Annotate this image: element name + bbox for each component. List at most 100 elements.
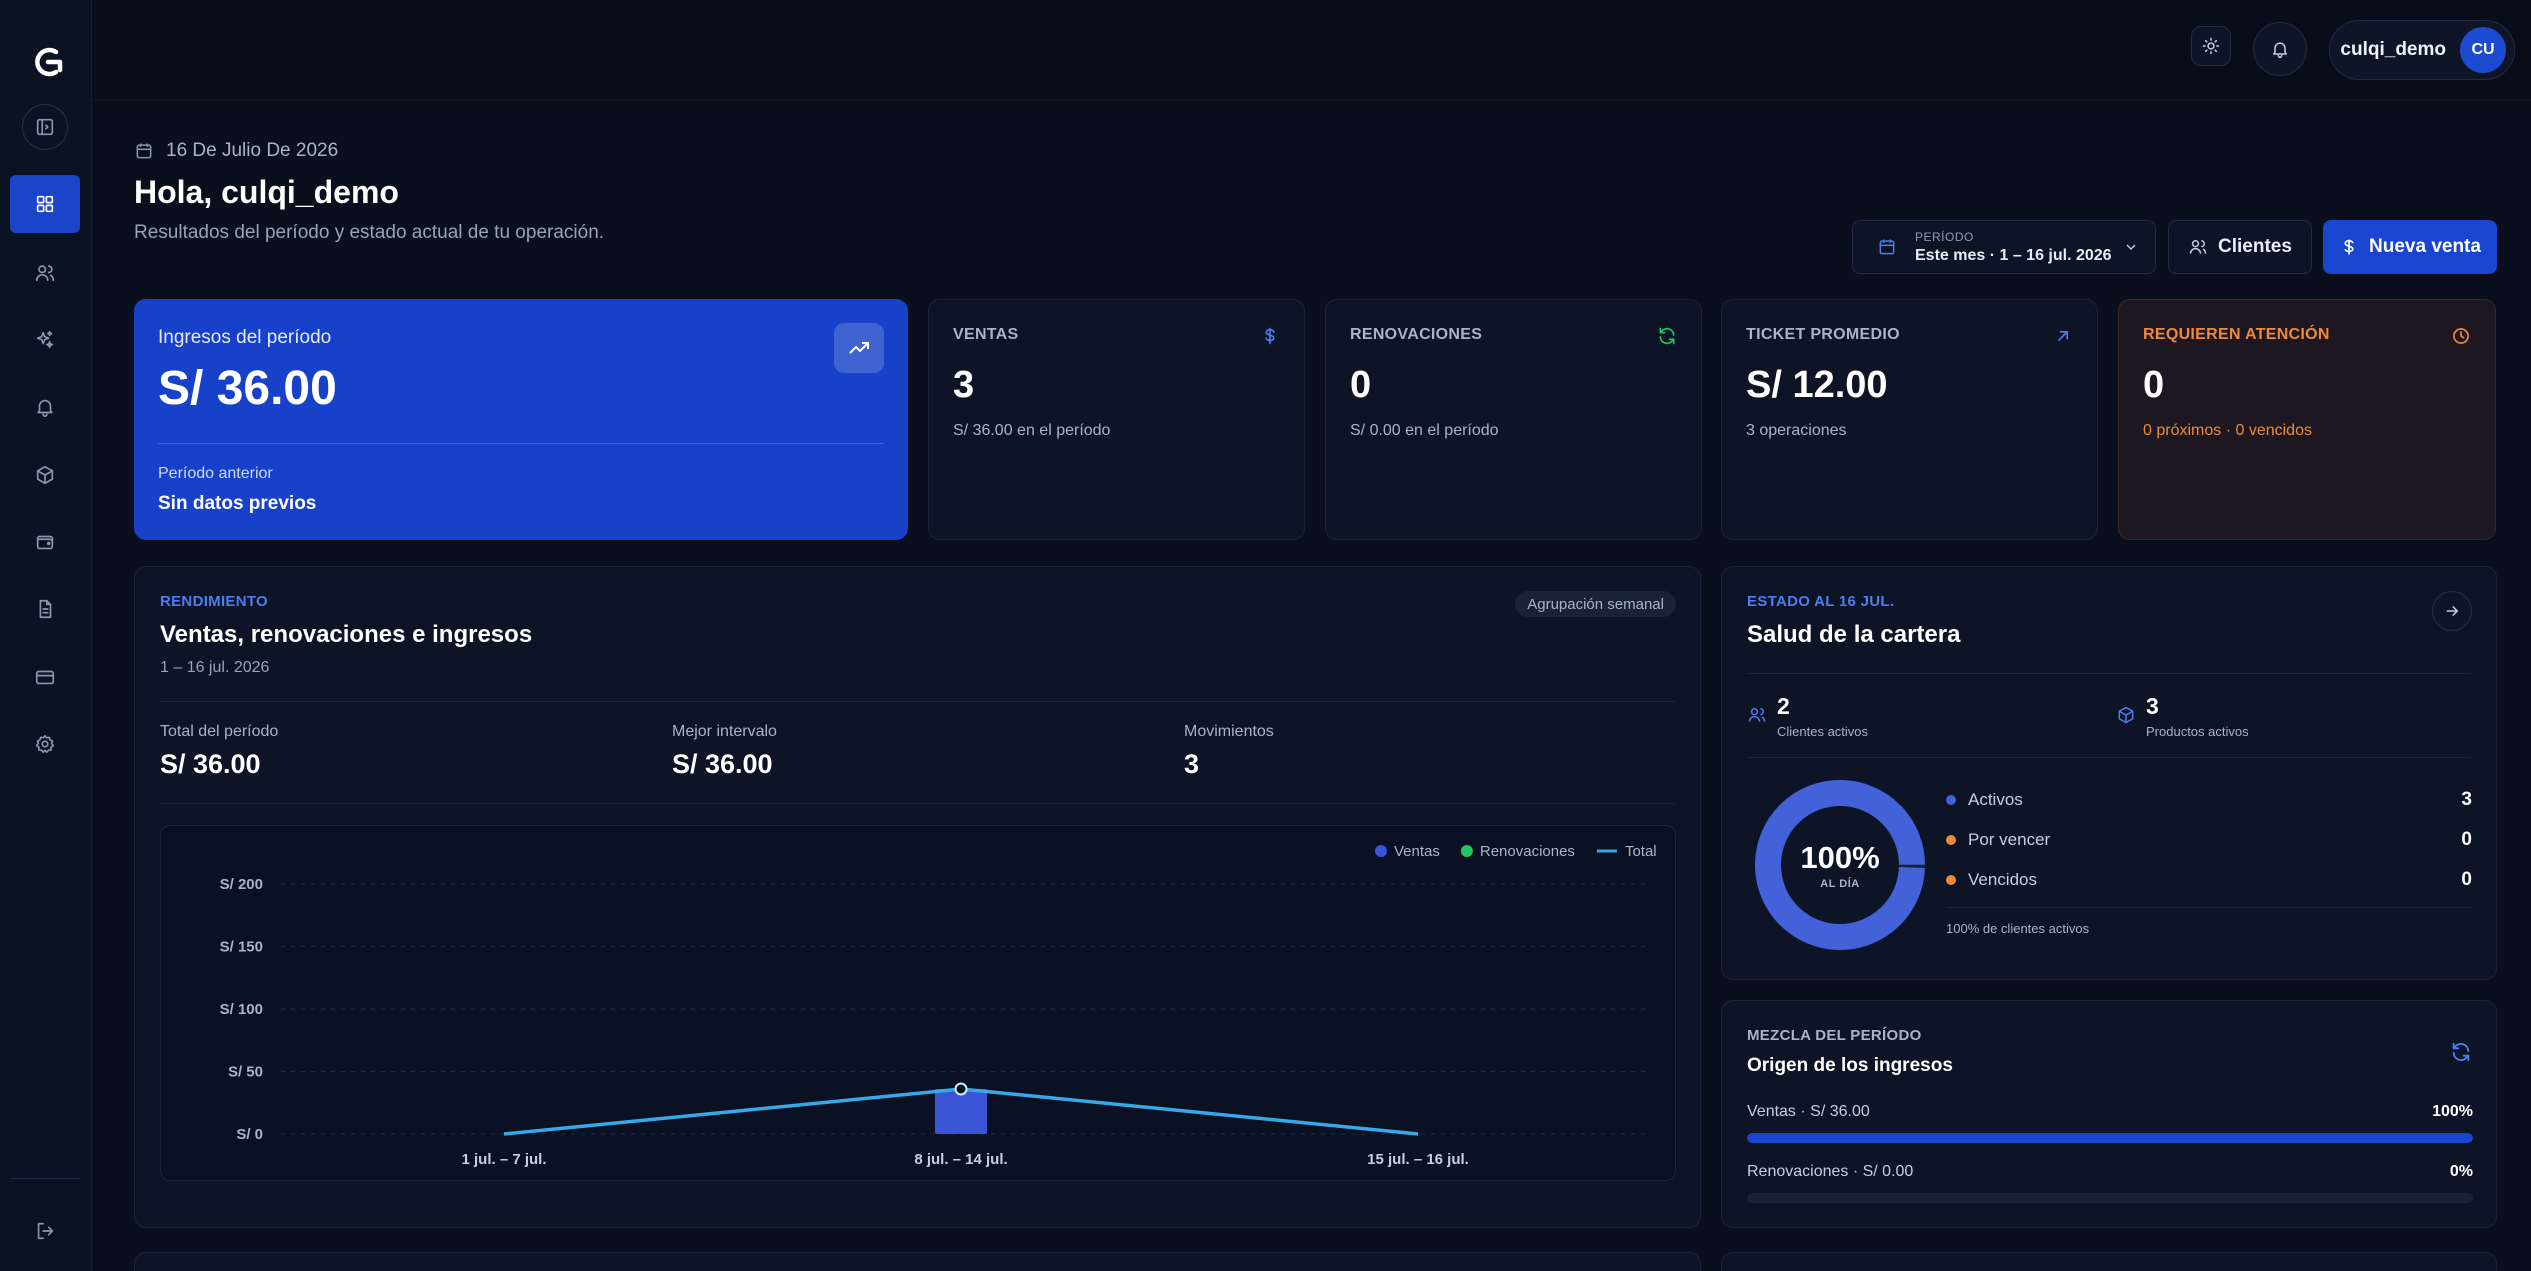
avatar: CU (2460, 27, 2506, 73)
line-point (954, 1082, 968, 1096)
x-tick-label: 15 jul. – 16 jul. (1367, 1151, 1469, 1168)
active-products-value: 3 (2146, 693, 2159, 719)
stat-value: S/ 36.00 (672, 749, 773, 779)
sidebar-item-documents[interactable] (10, 580, 80, 638)
kpi-subtext: 3 operaciones (1746, 422, 1847, 439)
sidebar-item-automation[interactable] (10, 311, 80, 369)
clients-button[interactable]: Clientes (2168, 220, 2312, 274)
users-icon (1748, 708, 1766, 722)
trending-up-icon (849, 342, 869, 354)
stat-label: Mejor intervalo (672, 723, 777, 740)
performance-title: Ventas, renovaciones e ingresos (160, 621, 533, 648)
document-icon (39, 599, 52, 619)
sidebar-item-wallet[interactable] (10, 513, 80, 571)
dollar-icon (2344, 239, 2354, 255)
mix-progress-track (1747, 1133, 2473, 1143)
kpi-revenue-card: Ingresos del período S/ 36.00 Período an… (134, 299, 908, 540)
user-menu[interactable]: culqi_demo CU (2329, 20, 2515, 80)
health-title: Salud de la cartera (1747, 621, 1961, 648)
legend-label: Activos (1968, 790, 2023, 809)
sidebar-item-products[interactable] (10, 446, 80, 504)
notifications-button[interactable] (2253, 22, 2307, 76)
legend-swatch (1375, 845, 1387, 857)
health-note: 100% de clientes activos (1946, 921, 2090, 936)
logout-button[interactable] (24, 1210, 66, 1252)
user-name: culqi_demo (2340, 39, 2446, 60)
legend-label: Renovaciones (1480, 843, 1575, 860)
period-selector[interactable]: PERÍODO Este mes · 1 – 16 jul. 2026 (1852, 220, 2156, 274)
sun-icon (2202, 37, 2220, 55)
sidebar-toggle-icon (36, 118, 54, 136)
x-tick-label: 8 jul. – 14 jul. (914, 1151, 1007, 1168)
refresh-icon[interactable] (2450, 1041, 2472, 1063)
sidebar-item-settings[interactable] (10, 715, 80, 773)
revenue-mix-panel: MEZCLA DEL PERÍODO Origen de los ingreso… (1721, 1000, 2497, 1228)
new-sale-button[interactable]: Nueva venta (2323, 220, 2497, 274)
users-icon (35, 265, 55, 282)
trending-up-badge (834, 323, 884, 373)
theme-toggle-button[interactable] (2191, 26, 2231, 66)
mix-row-renewals: Renovaciones · S/ 0.00 0% (1747, 1163, 2473, 1203)
users-icon (2189, 240, 2207, 254)
logout-icon (37, 1222, 54, 1240)
legend-value: 0 (2461, 829, 2472, 850)
sidebar-toggle-button[interactable] (22, 104, 68, 150)
grouping-badge[interactable]: Agrupación semanal (1515, 591, 1676, 617)
chart-canvas: S/ 0 S/ 50 S/ 100 S/ 150 S/ 200 1 jul. – 7 ju… (220, 843, 1657, 1168)
kpi-sales-card: VENTAS 3 S/ 36.00 en el período (928, 299, 1305, 540)
bell-icon (2273, 42, 2287, 59)
sidebar-item-notifications[interactable] (10, 378, 80, 436)
stat-value: 3 (1184, 749, 1200, 779)
brand-logo[interactable] (26, 42, 66, 82)
mix-eyebrow: MEZCLA DEL PERÍODO (1747, 1027, 1922, 1044)
page-subtitle: Resultados del período y estado actual d… (134, 222, 605, 243)
legend-expiring: Por vencer 0 (1946, 829, 2472, 851)
kpi-renewals-card: RENOVACIONES 0 S/ 0.00 en el período (1325, 299, 1702, 540)
bottom-panel-right (1721, 1252, 2497, 1271)
calendar-icon (136, 143, 152, 159)
health-donut (1755, 780, 1925, 950)
legend-label: Por vencer (1968, 830, 2051, 849)
calendar-icon (1879, 239, 1895, 255)
date-text: 16 De Julio De 2026 (166, 140, 339, 161)
credit-card-icon (35, 670, 55, 685)
donut-percent: 100% (1800, 840, 1880, 875)
kpi-revenue-title: Ingresos del período (158, 327, 332, 348)
active-clients-value: 2 (1777, 693, 1790, 719)
sidebar (0, 0, 92, 1271)
health-eyebrow: ESTADO AL 16 JUL. (1747, 593, 1895, 610)
health-details-button[interactable] (2432, 591, 2472, 631)
bottom-panel-left (134, 1252, 1701, 1271)
stat-label: Movimientos (1184, 723, 1274, 740)
legend-value: 3 (2461, 789, 2472, 810)
kpi-value: 0 (1350, 364, 1372, 406)
kpi-subtext: 0 próximos · 0 vencidos (2143, 422, 2312, 439)
performance-panel: RENDIMIENTO Ventas, renovaciones e ingre… (134, 566, 1701, 1228)
legend-dot (1946, 835, 1956, 845)
stat-value: S/ 36.00 (160, 749, 261, 779)
dollar-icon (1265, 327, 1275, 345)
legend-active: Activos 3 (1946, 789, 2472, 811)
period-label: PERÍODO (1915, 229, 1974, 244)
mix-row-percent: 0% (2449, 1163, 2473, 1180)
sidebar-item-clients[interactable] (10, 244, 80, 302)
sidebar-item-payments[interactable] (10, 648, 80, 706)
divider (1747, 757, 2471, 758)
divider (1747, 673, 2471, 674)
divider (1946, 907, 2472, 908)
legend-label: Ventas (1394, 843, 1440, 860)
gear-icon (35, 734, 55, 754)
current-date: 16 De Julio De 2026 (134, 140, 338, 162)
legend-label: Total (1625, 843, 1657, 860)
clients-button-label: Clientes (2218, 236, 2292, 257)
stat-movements: Movimientos 3 (1184, 723, 1274, 780)
kpi-divider (158, 443, 884, 444)
stat-best-interval: Mejor intervalo S/ 36.00 (672, 723, 777, 780)
dashboard-icon (36, 195, 54, 213)
sidebar-item-dashboard[interactable] (10, 175, 80, 233)
mix-title: Origen de los ingresos (1747, 1055, 1953, 1076)
mix-row-percent: 100% (2432, 1103, 2473, 1120)
mix-row-label: Ventas · S/ 36.00 (1747, 1103, 1870, 1120)
kpi-subtext: S/ 0.00 en el período (1350, 422, 1499, 439)
kpi-title: RENOVACIONES (1350, 326, 1483, 343)
